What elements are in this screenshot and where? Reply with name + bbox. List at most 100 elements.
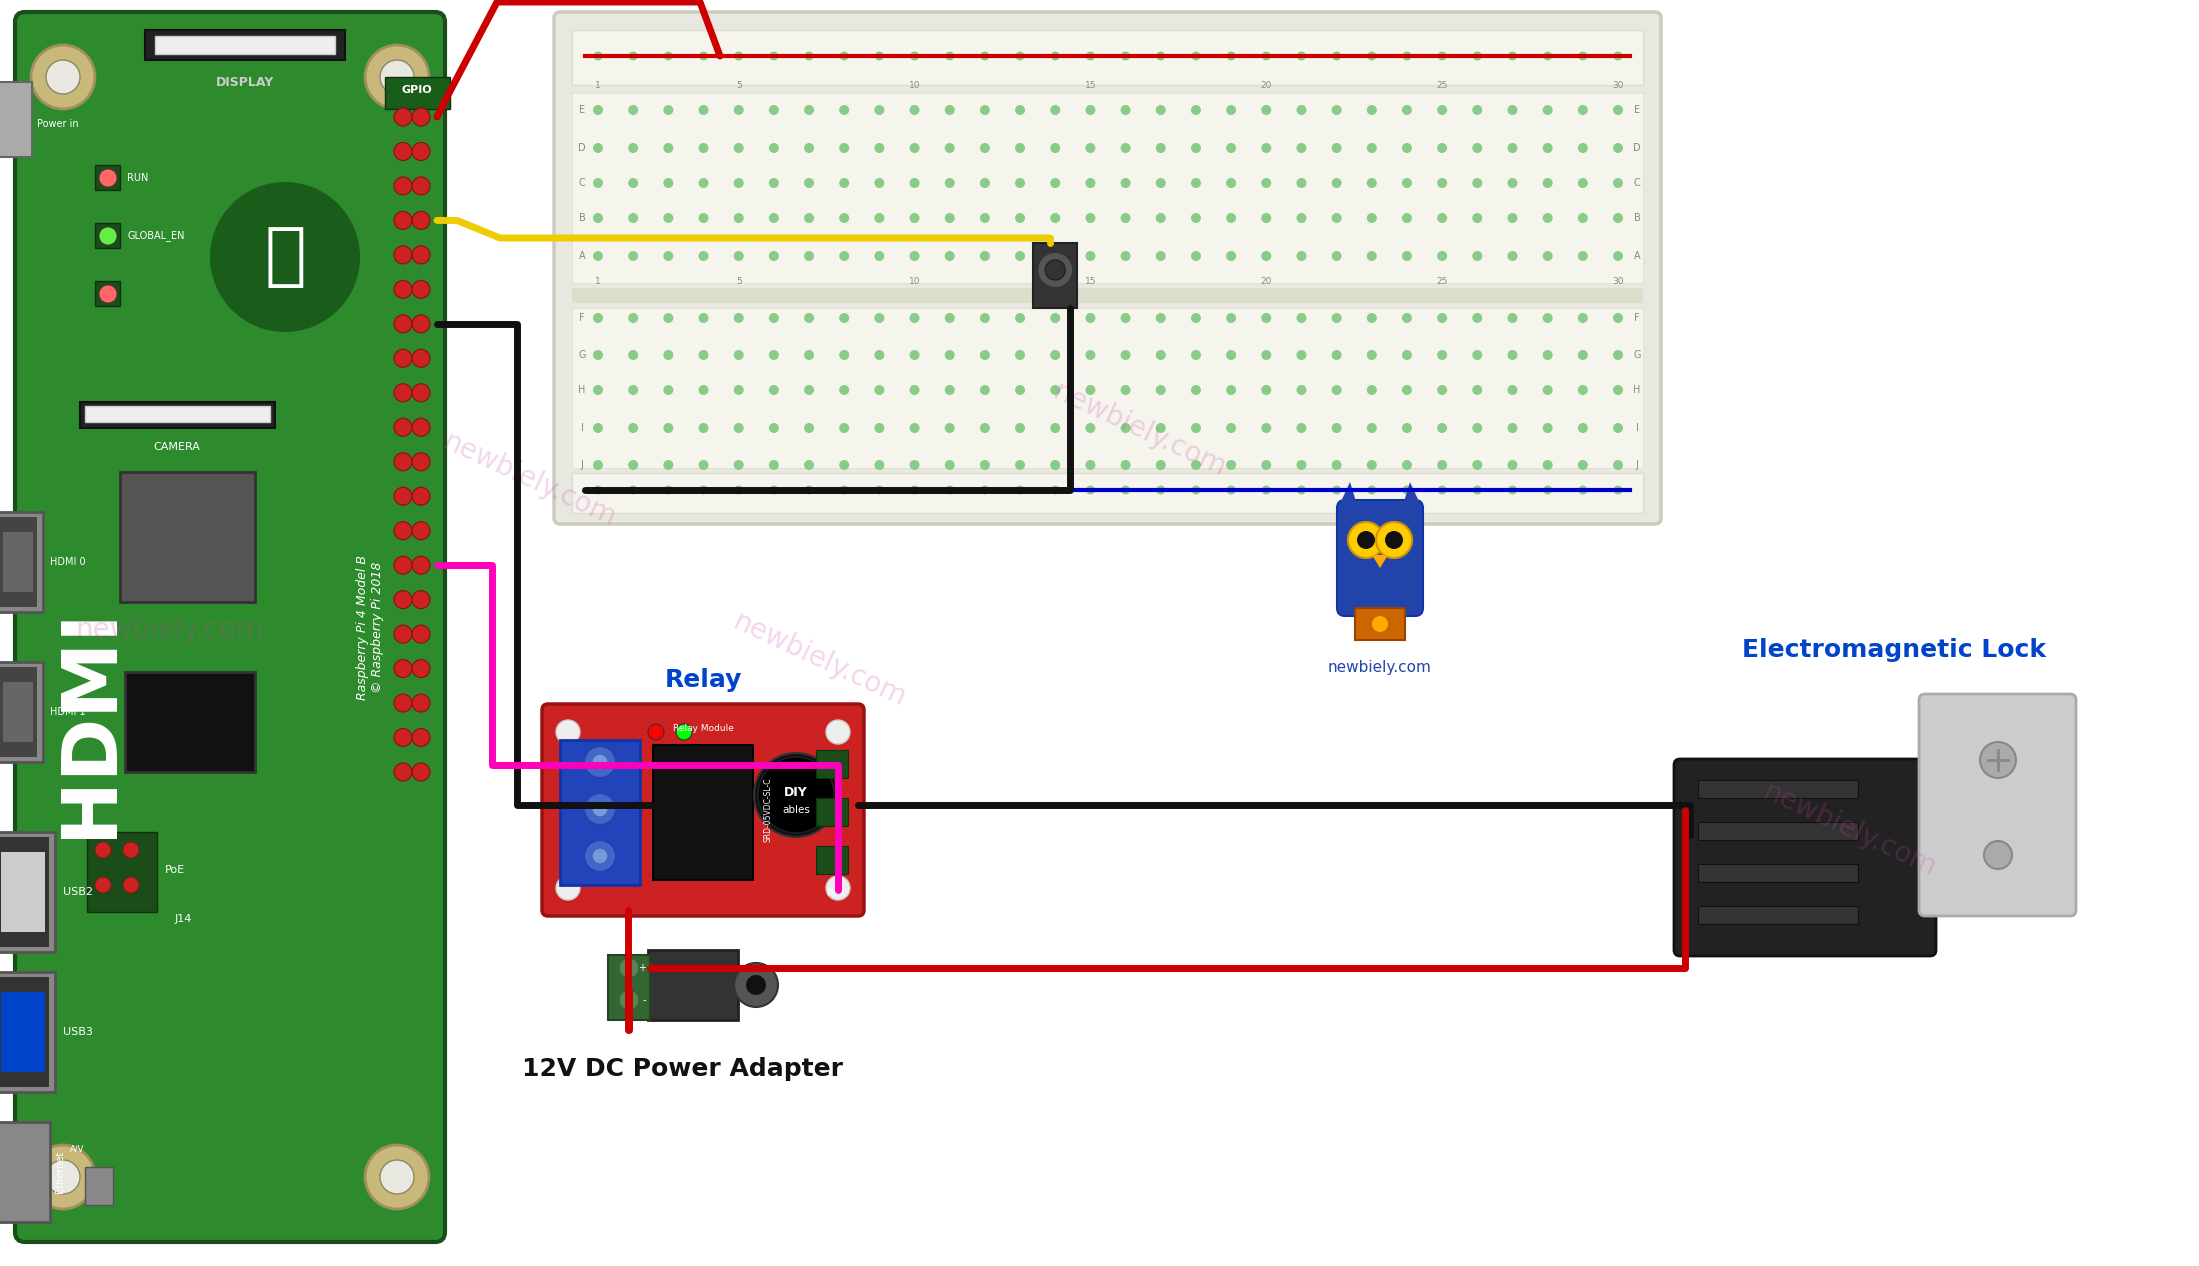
- Text: 20: 20: [1260, 81, 1271, 90]
- Circle shape: [1403, 52, 1412, 61]
- Text: ables: ables: [783, 805, 809, 815]
- Circle shape: [805, 143, 814, 153]
- Circle shape: [46, 1160, 79, 1194]
- Circle shape: [805, 52, 814, 61]
- Circle shape: [1016, 105, 1025, 115]
- Circle shape: [411, 315, 431, 333]
- Circle shape: [365, 1144, 429, 1209]
- Circle shape: [1192, 251, 1201, 261]
- Circle shape: [394, 211, 411, 229]
- Bar: [1698, 863, 1858, 882]
- Circle shape: [699, 423, 708, 433]
- Circle shape: [699, 251, 708, 261]
- Circle shape: [805, 179, 814, 187]
- Circle shape: [594, 213, 603, 223]
- Circle shape: [1016, 485, 1025, 495]
- Circle shape: [1157, 485, 1165, 495]
- Circle shape: [1579, 385, 1588, 395]
- Circle shape: [1333, 251, 1341, 261]
- Circle shape: [840, 313, 849, 323]
- Bar: [125, 672, 255, 772]
- Circle shape: [910, 349, 919, 360]
- Text: 1: 1: [596, 277, 600, 286]
- Circle shape: [1227, 251, 1236, 261]
- Circle shape: [1438, 143, 1447, 153]
- Circle shape: [770, 423, 778, 433]
- Circle shape: [734, 313, 743, 323]
- Circle shape: [1579, 423, 1588, 433]
- Text: DISPLAY: DISPLAY: [216, 76, 275, 89]
- Circle shape: [1614, 179, 1623, 187]
- Bar: [1698, 822, 1858, 841]
- Circle shape: [840, 460, 849, 470]
- Circle shape: [394, 177, 411, 195]
- Circle shape: [1051, 460, 1060, 470]
- Bar: [95, 165, 121, 190]
- Text: A/V: A/V: [70, 1144, 84, 1155]
- Circle shape: [981, 143, 990, 153]
- Circle shape: [394, 418, 411, 437]
- Circle shape: [840, 385, 849, 395]
- Text: H: H: [578, 385, 585, 395]
- Circle shape: [1086, 485, 1095, 495]
- Circle shape: [1368, 52, 1377, 61]
- Circle shape: [1368, 143, 1377, 153]
- Circle shape: [910, 179, 919, 187]
- Text: HDMI: HDMI: [53, 606, 128, 838]
- Circle shape: [770, 385, 778, 395]
- Circle shape: [1016, 460, 1025, 470]
- Circle shape: [585, 841, 616, 872]
- Circle shape: [1262, 423, 1271, 433]
- Circle shape: [1016, 349, 1025, 360]
- Circle shape: [1051, 313, 1060, 323]
- Text: newbiely.com: newbiely.com: [1049, 377, 1231, 482]
- Bar: [572, 287, 1643, 303]
- Circle shape: [1051, 213, 1060, 223]
- Text: GLOBAL_EN: GLOBAL_EN: [128, 230, 185, 242]
- Circle shape: [770, 251, 778, 261]
- Circle shape: [1333, 52, 1341, 61]
- Circle shape: [411, 418, 431, 437]
- Text: GPIO: GPIO: [402, 85, 433, 95]
- Circle shape: [946, 52, 954, 61]
- Circle shape: [1086, 251, 1095, 261]
- Circle shape: [699, 485, 708, 495]
- Circle shape: [1579, 52, 1588, 61]
- Circle shape: [946, 313, 954, 323]
- Circle shape: [629, 213, 638, 223]
- Bar: [0, 511, 44, 611]
- Circle shape: [1051, 385, 1060, 395]
- Text: 1: 1: [596, 81, 600, 90]
- Bar: [2, 682, 33, 742]
- Circle shape: [1403, 460, 1412, 470]
- Bar: [1355, 608, 1405, 641]
- Circle shape: [1403, 349, 1412, 360]
- Circle shape: [1262, 52, 1271, 61]
- Circle shape: [1473, 213, 1482, 223]
- Bar: [1698, 780, 1858, 798]
- Circle shape: [1121, 349, 1130, 360]
- FancyBboxPatch shape: [541, 704, 864, 917]
- Text: D: D: [578, 143, 585, 153]
- Circle shape: [1614, 423, 1623, 433]
- Text: 30: 30: [1612, 277, 1623, 286]
- Circle shape: [875, 460, 884, 470]
- Circle shape: [840, 349, 849, 360]
- Text: HDMI 0: HDMI 0: [51, 557, 86, 567]
- Circle shape: [770, 460, 778, 470]
- Circle shape: [1121, 105, 1130, 115]
- Circle shape: [1579, 105, 1588, 115]
- Circle shape: [734, 963, 778, 1006]
- Circle shape: [629, 143, 638, 153]
- Circle shape: [1403, 251, 1412, 261]
- Circle shape: [946, 460, 954, 470]
- Circle shape: [1368, 423, 1377, 433]
- Circle shape: [209, 182, 361, 332]
- Circle shape: [770, 143, 778, 153]
- Circle shape: [1157, 105, 1165, 115]
- Circle shape: [805, 313, 814, 323]
- Circle shape: [1121, 385, 1130, 395]
- Circle shape: [1544, 105, 1552, 115]
- Text: G: G: [578, 349, 585, 360]
- Circle shape: [1297, 143, 1306, 153]
